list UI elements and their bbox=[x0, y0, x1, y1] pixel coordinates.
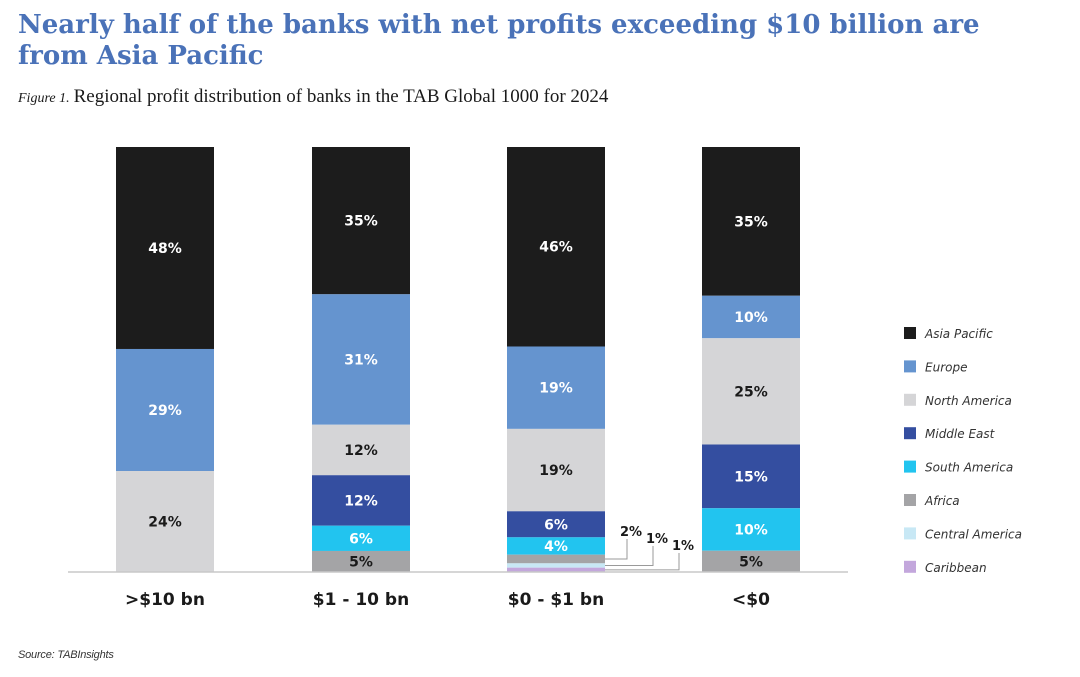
bar-segment-europe-4 bbox=[702, 295, 800, 339]
legend-label-africa: Africa bbox=[924, 494, 960, 508]
data-label-africa-2: 5% bbox=[349, 554, 373, 570]
data-label-south-america-4: 10% bbox=[734, 523, 768, 539]
bar-segment-middle-east-4 bbox=[702, 444, 800, 509]
data-label-north-america-4: 25% bbox=[734, 384, 768, 400]
bar-segment-europe-1 bbox=[116, 348, 214, 472]
legend-label-central-america: Central America bbox=[925, 527, 1022, 541]
bar-segment-europe-2 bbox=[312, 294, 410, 425]
bar-segment-south-america-3 bbox=[507, 537, 605, 555]
bar-segment-asia-pacific-4 bbox=[702, 147, 800, 296]
data-label-middle-east-4: 15% bbox=[734, 469, 768, 485]
data-label-asia-pacific-3: 46% bbox=[539, 240, 573, 256]
data-label-north-america-1: 24% bbox=[148, 515, 182, 531]
data-label-europe-4: 10% bbox=[734, 310, 768, 326]
data-label-south-america-3: 4% bbox=[544, 539, 568, 555]
bar-segment-asia-pacific-1 bbox=[116, 147, 214, 349]
bar-segment-asia-pacific-3 bbox=[507, 147, 605, 347]
bar-segment-caribbean-3 bbox=[507, 567, 605, 572]
data-label-central-america-3: 1% bbox=[646, 532, 668, 547]
data-label-europe-2: 31% bbox=[344, 353, 378, 369]
leader-line-caribbean-3 bbox=[605, 553, 680, 571]
data-label-middle-east-3: 6% bbox=[544, 517, 568, 533]
legend-label-north-america: North America bbox=[925, 394, 1012, 408]
bar-segment-south-america-2 bbox=[312, 525, 410, 551]
leader-line-africa-3 bbox=[605, 539, 628, 560]
data-label-north-america-3: 19% bbox=[539, 463, 573, 479]
data-label-south-america-2: 6% bbox=[349, 531, 373, 547]
bar-segment-europe-3 bbox=[507, 346, 605, 429]
category-labels-group: >$10 bn $1 - 10 bn $0 - $1 bn <$0 bbox=[125, 590, 770, 610]
bar-segment-north-america-1 bbox=[116, 471, 214, 572]
data-label-north-america-2: 12% bbox=[344, 443, 378, 459]
legend: Asia Pacific Europe North America Middle Ea… bbox=[904, 327, 1022, 575]
bar-segment-central-america-3 bbox=[507, 563, 605, 568]
legend-swatch-north-america bbox=[904, 393, 916, 406]
category-label-2: $1 - 10 bn bbox=[313, 590, 409, 610]
bar-segment-middle-east-3 bbox=[507, 511, 605, 538]
data-label-asia-pacific-2: 35% bbox=[344, 214, 378, 230]
legend-swatch-south-america bbox=[904, 460, 916, 473]
data-label-africa-3: 2% bbox=[620, 525, 642, 540]
category-label-1: >$10 bn bbox=[125, 590, 205, 610]
chart-title: Nearly half of the banks with net profit… bbox=[18, 10, 980, 71]
bars-group bbox=[116, 147, 800, 572]
bar-segment-africa-3 bbox=[507, 554, 605, 564]
bar-segment-asia-pacific-2 bbox=[312, 147, 410, 295]
bar-segment-africa-4 bbox=[702, 550, 800, 572]
subtitle-text: Regional profit distribution of banks in… bbox=[73, 86, 609, 107]
legend-swatch-central-america bbox=[904, 527, 916, 540]
category-label-4: <$0 bbox=[732, 590, 770, 610]
leader-line-central-america-3 bbox=[605, 546, 654, 566]
bar-segment-middle-east-2 bbox=[312, 475, 410, 526]
legend-label-europe: Europe bbox=[925, 360, 967, 374]
bar-segment-north-america-4 bbox=[702, 338, 800, 445]
bar-segment-africa-2 bbox=[312, 550, 410, 572]
legend-swatch-africa bbox=[904, 494, 916, 506]
legend-swatch-asia-pacific bbox=[904, 327, 916, 339]
bar-labels-group: 48% 29% 24% 35% 31% 12% 12% 6% 5% 46% 19% 19% 6% 4% 2%… bbox=[148, 214, 768, 571]
data-label-africa-4: 5% bbox=[739, 554, 763, 570]
category-label-3: $0 - $1 bn bbox=[508, 590, 604, 610]
bar-segment-south-america-4 bbox=[702, 508, 800, 551]
data-label-asia-pacific-4: 35% bbox=[734, 214, 768, 230]
legend-swatch-middle-east bbox=[904, 427, 916, 440]
bar-segment-north-america-2 bbox=[312, 424, 410, 476]
legend-swatch-europe bbox=[904, 360, 916, 373]
source-note: Source: TABInsights bbox=[18, 649, 114, 661]
data-label-asia-pacific-1: 48% bbox=[148, 241, 182, 257]
data-label-caribbean-3: 1% bbox=[672, 539, 694, 554]
data-label-europe-3: 19% bbox=[539, 381, 573, 397]
data-label-europe-1: 29% bbox=[148, 403, 182, 419]
figure-number: Figure 1. bbox=[18, 91, 70, 106]
chart-subtitle: Figure 1. Regional profit distribution of… bbox=[18, 86, 608, 108]
legend-label-middle-east: Middle East bbox=[925, 427, 996, 441]
legend-label-caribbean: Caribbean bbox=[925, 561, 987, 575]
legend-label-asia-pacific: Asia Pacific bbox=[924, 327, 993, 341]
legend-label-south-america: South America bbox=[925, 461, 1013, 475]
legend-swatch-caribbean bbox=[904, 560, 916, 573]
data-label-middle-east-2: 12% bbox=[344, 493, 378, 509]
bar-segment-north-america-3 bbox=[507, 428, 605, 512]
